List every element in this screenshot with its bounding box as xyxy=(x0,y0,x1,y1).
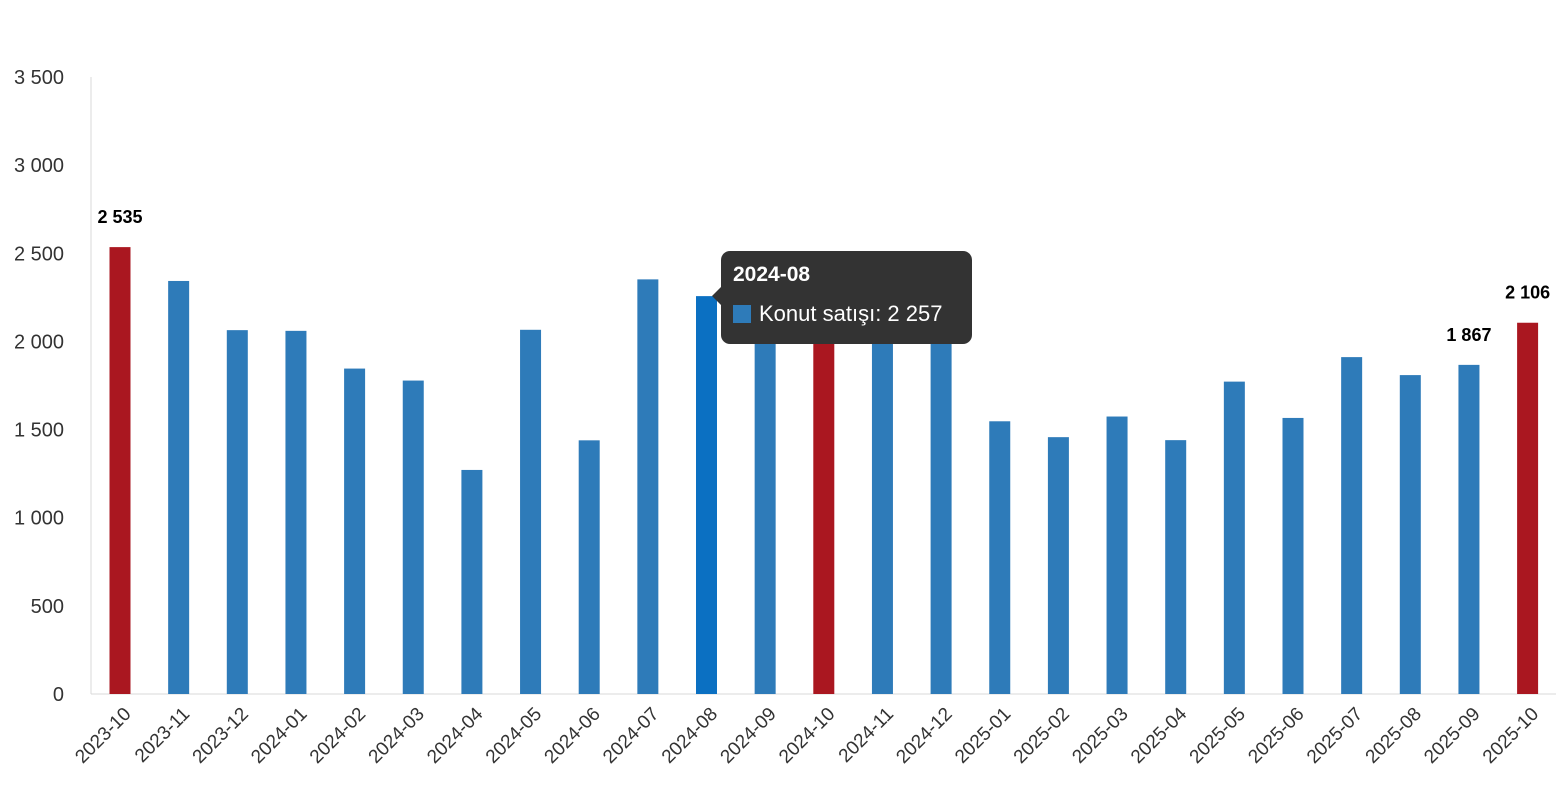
y-tick-label: 2 000 xyxy=(14,331,64,353)
bar-2024-06[interactable] xyxy=(578,440,600,694)
tooltip-separator: : xyxy=(875,301,888,326)
tooltip-title: 2024-08 xyxy=(733,263,811,286)
y-tick-label: 1 500 xyxy=(14,420,64,442)
y-tick-label: 1 000 xyxy=(14,508,64,530)
bar-2024-03[interactable] xyxy=(402,380,424,694)
bar-2025-06[interactable] xyxy=(1282,417,1304,694)
bar-2025-07[interactable] xyxy=(1341,357,1363,694)
x-tick-label: 2023-11 xyxy=(131,704,194,767)
x-tick-label: 2024-03 xyxy=(365,704,429,768)
bar-2024-10[interactable] xyxy=(813,319,835,694)
x-tick-label: 2023-12 xyxy=(189,704,253,768)
bar-2024-05[interactable] xyxy=(520,329,542,694)
x-tick-label: 2025-06 xyxy=(1244,704,1308,768)
bar-2024-02[interactable] xyxy=(344,368,366,694)
y-tick-label: 2 500 xyxy=(14,243,64,265)
bars xyxy=(109,247,1539,694)
bar-2024-04[interactable] xyxy=(461,469,483,694)
x-tick-label: 2025-04 xyxy=(1127,703,1191,767)
bar-2024-01[interactable] xyxy=(285,330,307,694)
bar-2025-09[interactable] xyxy=(1458,364,1480,694)
bar-2025-10[interactable] xyxy=(1517,322,1539,694)
x-axis: 2023-102023-112023-122024-012024-022024-… xyxy=(71,703,1543,767)
tooltip-row: Konut satışı: 2 257 xyxy=(733,301,960,327)
tooltip-series-name: Konut satışı xyxy=(759,301,876,326)
x-tick-label: 2025-09 xyxy=(1420,704,1484,768)
x-tick-label: 2023-10 xyxy=(71,704,135,768)
data-label-2023-10: 2 535 xyxy=(97,207,142,227)
x-tick-label: 2024-10 xyxy=(775,704,839,768)
data-label-2025-09: 1 867 xyxy=(1446,325,1491,345)
bar-2025-04[interactable] xyxy=(1165,440,1187,694)
x-tick-label: 2024-05 xyxy=(482,704,546,768)
y-tick-label: 0 xyxy=(53,684,64,706)
bar-2025-02[interactable] xyxy=(1047,437,1069,694)
tooltip-value: 2 257 xyxy=(887,301,943,326)
bar-2025-08[interactable] xyxy=(1399,375,1421,694)
x-tick-label: 2024-01 xyxy=(247,704,311,768)
x-tick-label: 2025-02 xyxy=(1010,704,1074,768)
x-tick-label: 2025-07 xyxy=(1303,704,1367,768)
x-tick-label: 2025-01 xyxy=(951,704,1015,768)
x-tick-label: 2025-10 xyxy=(1479,704,1543,768)
y-tick-label: 500 xyxy=(31,596,64,618)
x-tick-label: 2024-08 xyxy=(658,704,722,768)
bar-2025-01[interactable] xyxy=(989,421,1011,694)
bar-2024-12[interactable] xyxy=(930,267,952,694)
x-tick-label: 2024-09 xyxy=(717,704,781,768)
bar-2024-11[interactable] xyxy=(871,319,893,694)
bar-2025-03[interactable] xyxy=(1106,416,1128,694)
x-tick-label: 2024-07 xyxy=(599,704,663,768)
x-tick-label: 2024-12 xyxy=(892,704,956,768)
x-tick-label: 2024-11 xyxy=(835,704,898,767)
bar-2024-07[interactable] xyxy=(637,279,659,694)
y-tick-label: 3 000 xyxy=(14,155,64,177)
bar-2024-09[interactable] xyxy=(754,338,776,694)
y-axis: 0 500 1 000 1 500 2 000 2 500 3 000 3 500 xyxy=(14,67,1556,706)
tooltip-series-swatch xyxy=(733,305,751,323)
data-label-2025-10: 2 106 xyxy=(1505,283,1550,303)
x-tick-label: 2025-03 xyxy=(1068,704,1132,768)
x-tick-label: 2025-05 xyxy=(1186,704,1250,768)
x-tick-label: 2024-06 xyxy=(541,704,605,768)
x-tick-label: 2025-08 xyxy=(1362,704,1426,768)
x-tick-label: 2024-04 xyxy=(423,703,487,767)
x-tick-label: 2024-02 xyxy=(306,704,370,768)
y-tick-label: 3 500 xyxy=(14,67,64,89)
chart-tooltip: 2024-08 Konut satışı: 2 257 xyxy=(712,251,972,344)
bar-2024-08[interactable] xyxy=(696,296,717,694)
bar-2025-05[interactable] xyxy=(1223,381,1245,694)
bar-2023-12[interactable] xyxy=(226,330,248,694)
bar-2023-11[interactable] xyxy=(168,280,190,694)
bar-2023-10[interactable] xyxy=(109,247,131,694)
